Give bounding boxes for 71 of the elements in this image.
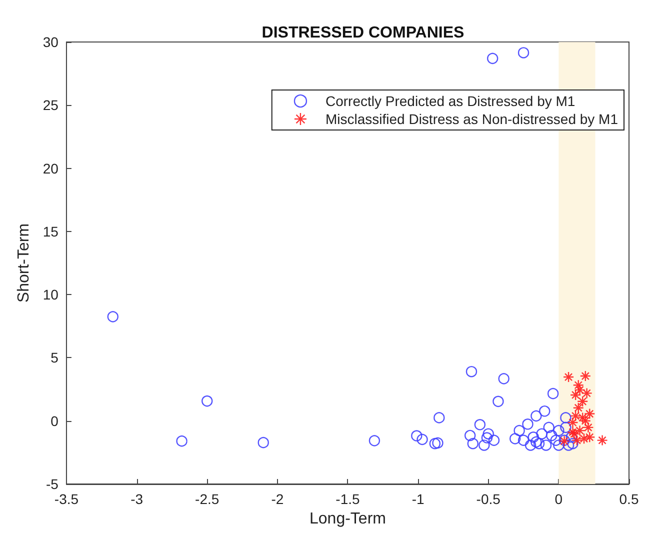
point: [488, 434, 500, 446]
point: [466, 366, 478, 378]
point: [560, 412, 572, 424]
y-tick-label: -5: [46, 476, 59, 492]
x-axis-title: Long-Term: [309, 510, 386, 528]
point: [550, 434, 562, 446]
point: [464, 430, 476, 442]
legend-label: Misclassified Distress as Non-distressed by M1: [325, 111, 618, 127]
point: [416, 434, 428, 446]
point: [576, 412, 588, 424]
point: [498, 373, 510, 384]
point: [547, 388, 559, 400]
point: [467, 438, 478, 450]
point: [540, 440, 552, 451]
point: [107, 311, 118, 322]
point: [510, 433, 521, 444]
y-tick-label: 15: [42, 223, 59, 240]
point: [596, 434, 608, 446]
point: [202, 395, 213, 407]
point: [411, 430, 422, 442]
point: [536, 428, 548, 440]
point: [584, 432, 596, 443]
point: [176, 435, 188, 447]
point: [530, 436, 542, 448]
point: [553, 424, 564, 436]
y-tick-label: 10: [42, 286, 59, 303]
point: [478, 440, 490, 451]
y-tick-label: 0: [50, 412, 59, 429]
point: [481, 432, 493, 444]
x-tick-label: -2: [271, 491, 284, 507]
point: [429, 438, 441, 450]
point: [514, 424, 525, 436]
point: [533, 438, 545, 450]
point: [492, 396, 504, 408]
chart-title: DISTRESSED COMPANIES: [262, 24, 465, 42]
point: [574, 384, 586, 396]
y-axis-title: Short-Term: [16, 223, 32, 303]
point: [546, 430, 558, 442]
x-tick-label: -1: [412, 491, 424, 507]
y-tick-label: 25: [42, 97, 59, 114]
x-tick-label: 0: [554, 491, 563, 507]
point: [258, 436, 269, 448]
x-tick-label: -3: [130, 491, 144, 507]
x-tick-label: -1.5: [336, 491, 360, 507]
y-tick-label: 30: [42, 34, 59, 50]
point: [543, 422, 554, 434]
point: [482, 428, 494, 440]
x-tick-label: -2.5: [195, 491, 220, 507]
x-tick-label: 0.5: [619, 491, 639, 507]
point: [553, 440, 564, 451]
x-tick-label: -3.5: [54, 491, 79, 507]
point: [522, 418, 534, 430]
point: [486, 52, 498, 64]
point: [539, 406, 550, 417]
point: [432, 437, 444, 449]
point: [524, 440, 536, 451]
point: [567, 438, 578, 450]
point: [560, 422, 572, 434]
point: [474, 419, 486, 430]
legend-label: Correctly Predicted as Distressed by M1: [325, 93, 576, 109]
x-tick-label: -0.5: [476, 491, 501, 507]
point: [530, 410, 542, 422]
point: [580, 370, 592, 382]
point: [528, 432, 539, 443]
point: [368, 435, 380, 446]
y-tick-label: 20: [42, 160, 59, 176]
point: [562, 371, 574, 383]
y-tick-label: 5: [50, 350, 59, 366]
point: [518, 47, 530, 58]
point: [518, 434, 530, 446]
point: [434, 412, 445, 424]
